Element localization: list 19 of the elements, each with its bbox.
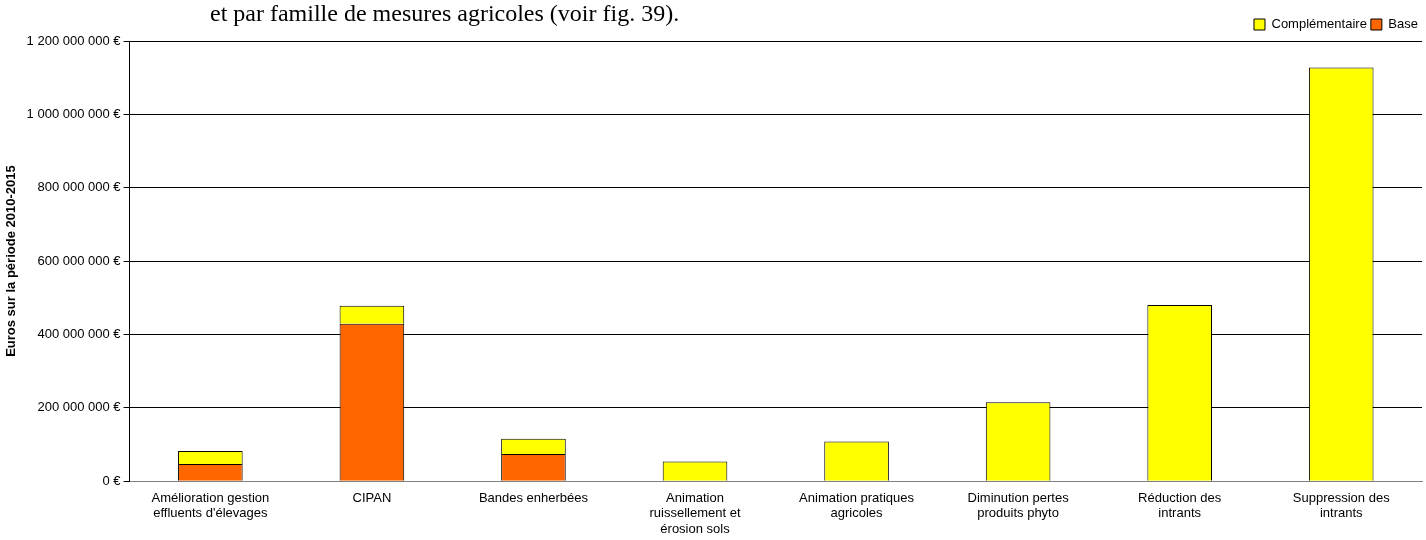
y-tick-label: 800 000 000 € [37, 179, 122, 195]
y-tick-label: 400 000 000 € [37, 326, 122, 342]
y-tick-label: 1 000 000 000 € [26, 105, 122, 121]
x-tick-label: Bandes enherbées [478, 489, 589, 505]
y-tick-label: 200 000 000 € [37, 399, 122, 415]
y-axis-title: Euros sur la période 2010-2015 [3, 165, 19, 357]
y-tick-label: 0 € [102, 472, 122, 488]
legend-label: Base [1388, 16, 1419, 32]
y-tick-label: 600 000 000 € [37, 252, 122, 268]
y-tick-label: 1 200 000 000 € [26, 32, 122, 48]
x-tick-label: Animation ruissellement et érosion sols [649, 489, 741, 536]
x-tick-label: Suppression des intrants [1292, 489, 1391, 521]
text: et par famille de mesures agricoles (voir fig. 39). [210, 0, 680, 27]
x-tick-label: Animation pratiques agricoles [799, 489, 915, 521]
x-tick-label: Amélioration gestion effluents d'élevages [151, 489, 270, 521]
x-tick-label: Réduction des intrants [1138, 489, 1222, 521]
x-tick-label: Diminution pertes produits phyto [967, 489, 1070, 521]
legend-label: Complémentaire [1271, 16, 1367, 32]
x-tick-label: CIPAN [352, 489, 392, 505]
